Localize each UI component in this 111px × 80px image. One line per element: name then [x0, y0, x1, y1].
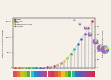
Bar	[37, 71, 41, 77]
Bar	[44, 71, 48, 77]
Wedge shape	[100, 46, 104, 49]
Bar	[73, 51, 75, 68]
Bar	[68, 71, 71, 77]
Bar	[48, 71, 51, 77]
Bar	[59, 63, 61, 68]
Bar	[20, 71, 24, 77]
Bar	[80, 41, 82, 68]
Wedge shape	[105, 49, 109, 53]
Bar	[70, 55, 72, 68]
Wedge shape	[85, 26, 86, 28]
Wedge shape	[73, 19, 75, 21]
Bar	[89, 71, 92, 77]
X-axis label: Year: Year	[52, 74, 56, 75]
Wedge shape	[84, 26, 87, 30]
Wedge shape	[74, 19, 75, 20]
Wedge shape	[95, 39, 98, 42]
Bar	[51, 71, 54, 77]
Bar	[87, 29, 89, 68]
Wedge shape	[92, 39, 98, 45]
Bar	[49, 66, 51, 68]
Bar	[24, 71, 27, 77]
Wedge shape	[90, 32, 91, 34]
Bar	[58, 71, 61, 77]
Bar	[27, 71, 30, 77]
Y-axis label: GWAS sample size (thousands): GWAS sample size (thousands)	[102, 30, 104, 57]
Wedge shape	[90, 32, 92, 34]
Bar	[53, 65, 55, 68]
Bar	[55, 71, 58, 77]
Bar	[34, 71, 37, 77]
Wedge shape	[79, 23, 81, 25]
Wedge shape	[88, 32, 92, 37]
Wedge shape	[105, 46, 109, 50]
Bar	[91, 23, 93, 68]
Bar	[56, 64, 58, 68]
Wedge shape	[80, 23, 81, 24]
Bar	[82, 71, 85, 77]
Legend: European, East Asian, African, Hispanic/Latin American, Other/Mixed: European, East Asian, African, Hispanic/…	[14, 19, 33, 27]
Wedge shape	[95, 39, 97, 42]
Wedge shape	[105, 45, 106, 50]
Wedge shape	[105, 45, 107, 50]
Wedge shape	[85, 26, 87, 28]
Bar	[39, 67, 41, 68]
Bar	[78, 71, 82, 77]
Bar	[75, 71, 78, 77]
Wedge shape	[74, 19, 75, 20]
Bar	[72, 71, 75, 77]
Wedge shape	[95, 39, 96, 42]
Bar	[13, 71, 17, 77]
Bar	[41, 71, 44, 77]
Wedge shape	[68, 17, 70, 18]
Bar	[17, 71, 20, 77]
Bar	[46, 67, 48, 68]
Bar	[31, 71, 34, 77]
Bar	[77, 46, 79, 68]
Wedge shape	[95, 39, 96, 42]
Bar	[61, 71, 65, 77]
Wedge shape	[100, 45, 103, 48]
Bar	[65, 71, 68, 77]
Wedge shape	[85, 26, 86, 28]
Wedge shape	[100, 44, 102, 48]
Wedge shape	[101, 45, 107, 54]
Bar	[84, 35, 86, 68]
Bar	[92, 71, 95, 77]
Bar	[66, 58, 68, 68]
Y-axis label: Significant loci (GWAS Catalog): Significant loci (GWAS Catalog)	[2, 29, 4, 57]
Wedge shape	[97, 44, 104, 52]
Bar	[85, 71, 89, 77]
Bar	[63, 61, 65, 68]
Wedge shape	[74, 19, 75, 20]
Wedge shape	[100, 44, 101, 48]
Bar	[42, 67, 44, 68]
